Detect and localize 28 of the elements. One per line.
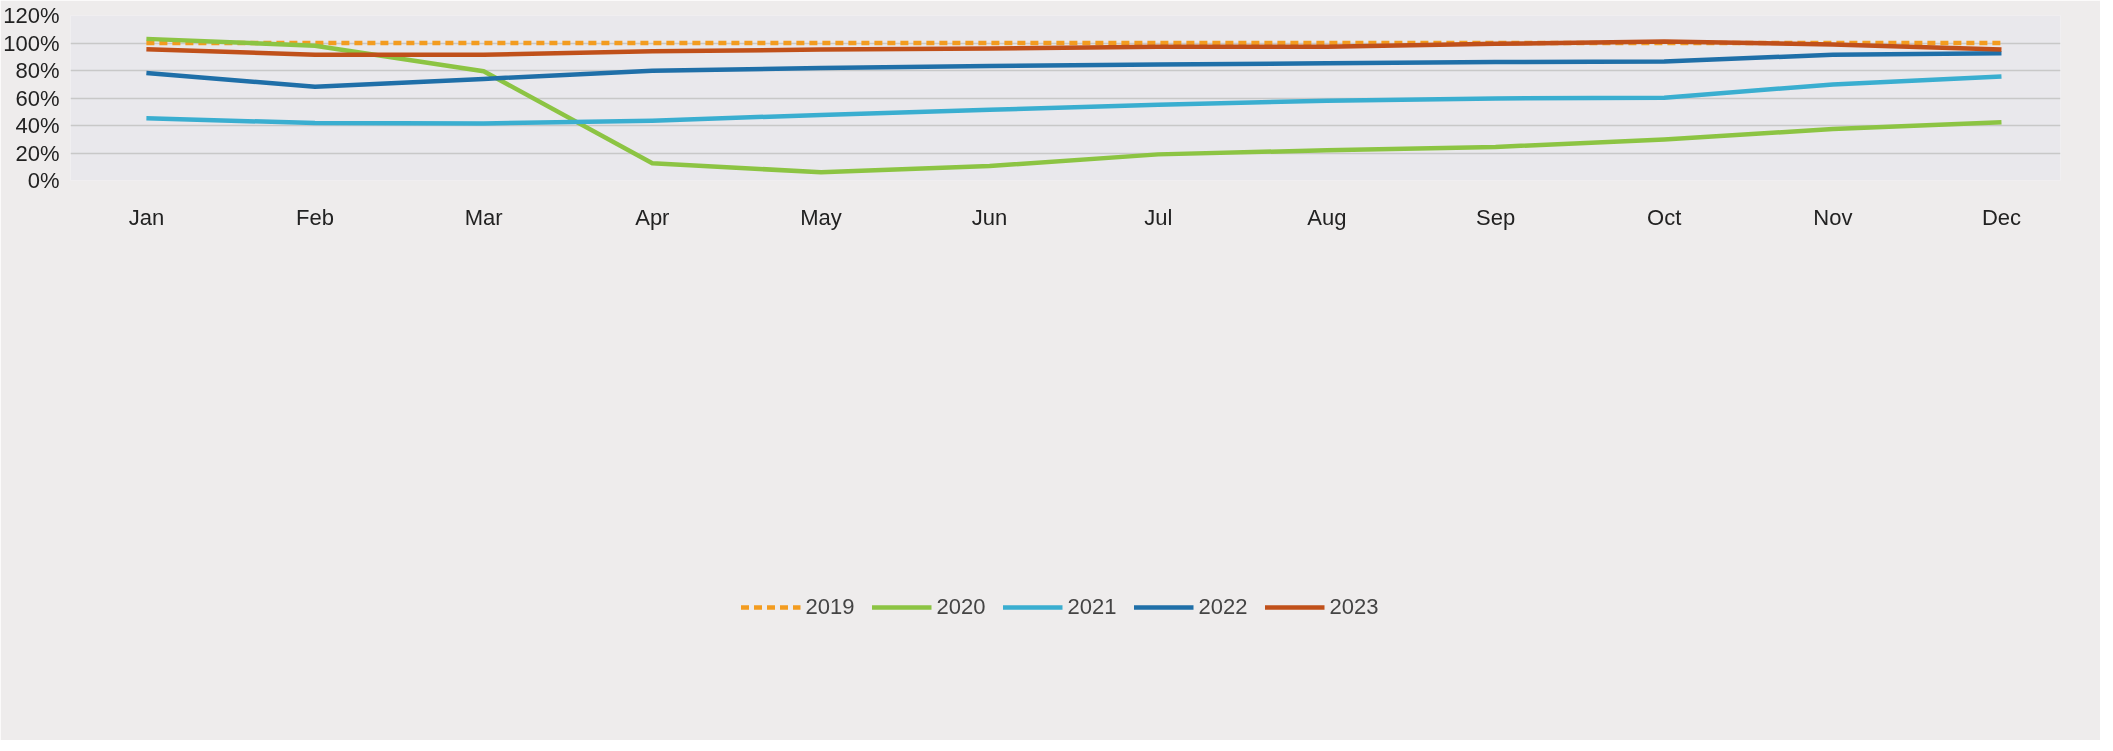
- x-tick-label: Aug: [1307, 204, 1347, 230]
- y-tick-label: 60%: [15, 85, 60, 111]
- x-tick-label: Jan: [128, 204, 165, 230]
- legend-label: 2021: [1067, 593, 1118, 620]
- line-series: [144, 74, 2004, 126]
- y-tick-label: 80%: [15, 58, 60, 83]
- y-tick-label: 40%: [15, 113, 60, 138]
- y-tick-label: 0%: [27, 168, 60, 193]
- y-tick-label: 120%: [3, 3, 60, 28]
- legend-label: 2019: [805, 593, 856, 620]
- legend-label: 2020: [936, 593, 987, 620]
- legend-label: 2023: [1329, 593, 1380, 620]
- x-tick-label: May: [800, 204, 842, 230]
- legend-label: 2022: [1198, 593, 1249, 620]
- x-tick-label: Dec: [1981, 204, 2022, 230]
- x-tick-label: Mar: [464, 204, 503, 230]
- line-series: [144, 50, 2004, 89]
- line-series: [144, 39, 2004, 57]
- x-tick-label: Jun: [971, 204, 1008, 230]
- x-tick-label: Oct: [1647, 204, 1682, 230]
- x-tick-label: Feb: [296, 204, 334, 230]
- y-tick-label: 100%: [3, 30, 60, 56]
- x-tick-label: Jul: [1144, 204, 1173, 230]
- x-tick-label: Apr: [635, 204, 670, 230]
- x-tick-label: Nov: [1813, 204, 1853, 230]
- x-tick-label: Sep: [1475, 204, 1516, 230]
- y-tick-label: 20%: [15, 140, 60, 166]
- line-series: [144, 36, 2004, 175]
